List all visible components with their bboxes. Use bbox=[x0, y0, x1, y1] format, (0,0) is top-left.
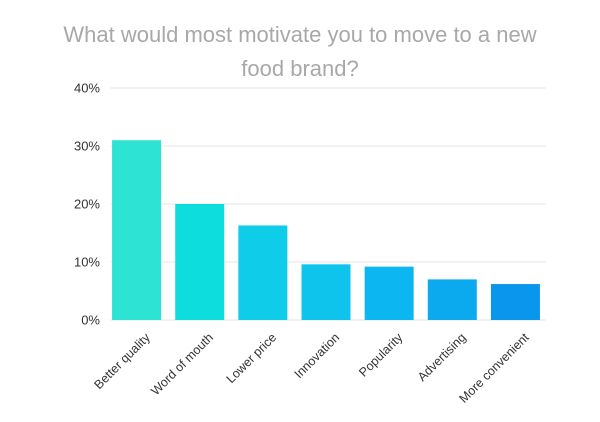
y-tick-label: 20% bbox=[74, 197, 100, 212]
x-category-label: Word of mouth bbox=[148, 330, 216, 398]
bar bbox=[427, 279, 477, 320]
bar bbox=[175, 204, 225, 320]
x-category-label: Advertising bbox=[415, 330, 469, 384]
bars bbox=[112, 140, 540, 320]
y-tick-label: 10% bbox=[74, 255, 100, 270]
x-category-label: Innovation bbox=[292, 330, 343, 381]
x-category-label: Lower price bbox=[224, 330, 280, 386]
bar bbox=[364, 266, 414, 320]
bar bbox=[238, 225, 288, 320]
y-tick-label: 30% bbox=[74, 139, 100, 154]
x-category-label: Better quality bbox=[91, 330, 153, 392]
x-category-label: Popularity bbox=[356, 330, 406, 380]
chart-title: What would most motivate you to move to … bbox=[63, 22, 537, 81]
bar bbox=[301, 264, 351, 320]
bar bbox=[112, 140, 162, 320]
y-tick-label: 40% bbox=[74, 81, 100, 96]
y-axis-tick-labels: 0% 10% 20% 30% 40% bbox=[74, 81, 100, 328]
y-tick-label: 0% bbox=[81, 313, 100, 328]
bar bbox=[490, 284, 540, 320]
x-category-label: More convenient bbox=[457, 330, 533, 406]
